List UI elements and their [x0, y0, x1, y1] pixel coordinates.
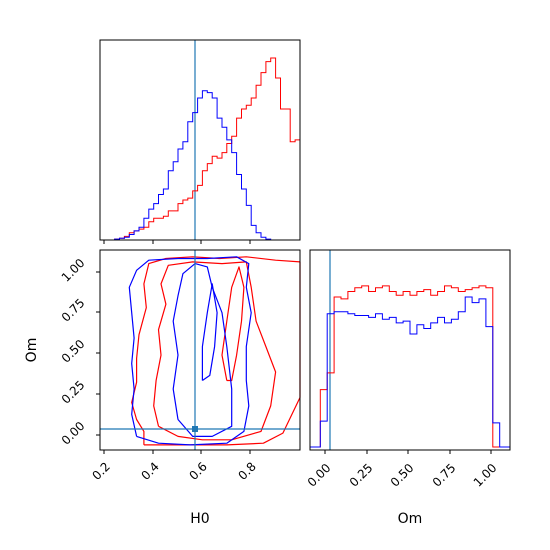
contour-red-2	[221, 266, 245, 382]
series-red-om-hist	[310, 285, 510, 448]
ytick-label-joint: 1.00	[59, 256, 88, 285]
contour-blue-4	[172, 263, 233, 437]
ylabel-om: Om	[24, 338, 40, 363]
ytick-label-joint: 0.50	[59, 337, 88, 366]
frame-joint	[99, 249, 301, 451]
contour-blue-5	[201, 283, 218, 381]
series-red-h0-hist	[100, 57, 301, 241]
frame-h0-hist	[99, 39, 301, 241]
contour-blue-3	[128, 256, 252, 446]
panel-h0-hist	[99, 39, 301, 244]
contour-red-0	[131, 256, 301, 446]
xlabel-om: Om	[398, 511, 423, 527]
xtick-label-joint: 0.2	[89, 459, 112, 482]
ytick-label-joint: 0.25	[59, 378, 88, 407]
xlabel-h0: H0	[190, 511, 209, 527]
series-blue-h0-hist	[100, 90, 300, 241]
ytick-label-joint: 0.00	[59, 419, 88, 448]
joint-contours	[128, 256, 301, 446]
xtick-label-joint: 0.4	[138, 459, 161, 482]
contour-red-1	[153, 261, 277, 441]
xtick-label-joint: 0.8	[235, 459, 258, 482]
xtick-label-om-hist: 0.50	[388, 461, 417, 490]
xtick-label-om-hist: 0.75	[430, 461, 459, 490]
panel-om-hist: 0.00 0.25 0.50 0.75 1.00 Om	[305, 249, 511, 527]
xtick-label-om-hist: 1.00	[471, 461, 500, 490]
panel-joint-contour: 0.2 0.4 0.6 0.8 0.00 0.25 0.50 0.75 1.00…	[24, 249, 301, 527]
frame-om-hist	[309, 249, 511, 451]
ytick-label-joint: 0.75	[59, 296, 88, 325]
xtick-label-om-hist: 0.00	[305, 461, 334, 490]
truth-marker	[192, 426, 198, 432]
xtick-label-joint: 0.6	[186, 459, 209, 482]
series-blue-om-hist	[310, 296, 510, 448]
xtick-label-om-hist: 0.25	[347, 461, 376, 490]
